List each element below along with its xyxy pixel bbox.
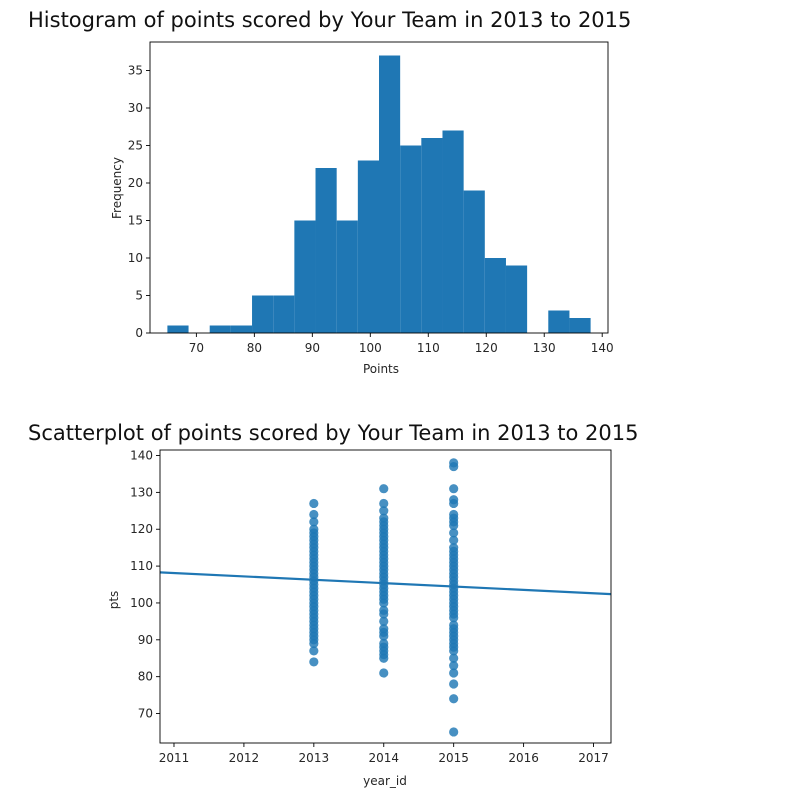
histogram-x-tick-label: 120	[475, 341, 498, 355]
histogram-y-tick-label: 10	[128, 251, 143, 265]
scatter-point	[379, 513, 389, 523]
scatter-point	[379, 484, 389, 494]
scatter-point	[449, 543, 459, 553]
histogram-bar	[463, 190, 485, 333]
histogram-bar	[315, 168, 337, 333]
histogram-bar	[442, 130, 464, 333]
scatter-point	[449, 653, 459, 663]
scatter-x-tick-label: 2012	[229, 751, 260, 765]
scatter-y-tick-label: 90	[138, 633, 153, 647]
scatter-title: Scatterplot of points scored by Your Tea…	[28, 421, 639, 445]
histogram-bar	[209, 325, 231, 333]
histogram-title: Histogram of points scored by Your Team …	[28, 8, 632, 32]
scatter-point	[449, 679, 459, 689]
histogram-bar	[421, 138, 443, 333]
scatter-y-tick-label: 130	[130, 485, 153, 499]
scatter-y-label: pts	[107, 591, 121, 610]
scatter-point	[309, 498, 319, 509]
histogram-y-tick-label: 30	[128, 101, 143, 115]
scatter-point	[379, 616, 389, 626]
scatter-x-tick-label: 2016	[508, 751, 539, 765]
scatter-point	[379, 506, 389, 516]
scatter-point	[309, 657, 319, 667]
histogram-bar	[167, 325, 189, 333]
histogram-bar	[230, 325, 253, 333]
histogram-y-tick-label: 15	[128, 214, 143, 228]
histogram-y-tick-label: 20	[128, 176, 143, 190]
histogram-x-tick-label: 100	[359, 341, 382, 355]
scatter-point	[309, 517, 319, 527]
scatter-y-tick-label: 140	[130, 449, 153, 463]
scatter-y-tick-label: 100	[130, 596, 153, 610]
scatter-x-ticks: 2011 2012 2013 2014 2015 2016 2017	[159, 743, 609, 765]
histogram-y-ticks: 0 5 10 15 20 25 30 35	[128, 64, 150, 340]
scatter-point	[449, 668, 459, 678]
scatter-x-tick-label: 2014	[368, 751, 399, 765]
scatter-point	[449, 458, 459, 468]
scatter-point	[309, 509, 319, 520]
histogram-y-tick-label: 35	[128, 64, 143, 78]
scatter-y-tick-label: 110	[130, 559, 153, 573]
scatter-x-tick-label: 2017	[578, 751, 609, 765]
histogram-bar	[336, 220, 358, 333]
scatter-point	[309, 524, 319, 534]
scatter-y-tick-label: 70	[138, 707, 153, 721]
scatter-point	[449, 535, 459, 545]
scatter-point	[379, 624, 389, 634]
scatter-chart: 2011 2012 2013 2014 2015 2016 2017 70 80 90 100 11…	[107, 449, 612, 788]
histogram-x-tick-label: 130	[533, 341, 556, 355]
scatter-x-tick-label: 2011	[159, 751, 190, 765]
scatter-point	[379, 638, 389, 649]
scatter-point	[449, 727, 459, 737]
histogram-y-label: Frequency	[110, 157, 124, 219]
scatter-point	[379, 668, 389, 678]
histogram-y-tick-label: 5	[135, 289, 143, 303]
regression-line	[159, 571, 612, 596]
histogram-x-label: Points	[363, 362, 399, 376]
scatter-x-tick-label: 2015	[438, 751, 469, 765]
scatter-point	[449, 620, 459, 630]
histogram-bar	[569, 318, 591, 333]
scatter-point	[449, 661, 459, 671]
histogram-bar	[548, 310, 570, 333]
scatter-x-label: year_id	[363, 774, 407, 788]
histogram-bar	[505, 265, 528, 333]
histogram-x-tick-label: 140	[591, 341, 614, 355]
histogram-frame	[149, 41, 609, 334]
histogram-bar	[294, 220, 316, 333]
scatter-point	[379, 498, 389, 509]
histogram-x-tick-label: 70	[189, 341, 204, 355]
scatter-point	[449, 694, 459, 704]
histogram-bar	[357, 160, 379, 333]
scatter-point	[449, 484, 459, 494]
histogram-x-tick-label: 80	[247, 341, 262, 355]
histogram-bar	[273, 295, 295, 333]
histogram-bar	[379, 55, 401, 333]
scatter-frame	[159, 449, 612, 744]
scatter-point	[449, 509, 459, 520]
histogram-bar	[252, 295, 274, 333]
scatter-y-ticks: 70 80 90 100 110 120 130 140	[130, 449, 160, 721]
scatter-point	[379, 605, 389, 615]
scatter-x-tick-label: 2013	[299, 751, 330, 765]
histogram-x-tick-label: 90	[305, 341, 320, 355]
histogram-x-ticks: 70 80 90 100 110 120 130 140	[189, 333, 614, 355]
histogram-bars	[167, 55, 591, 333]
histogram-chart: 70 80 90 100 110 120 130 140 0 5 10 15 20 25 30 35 Poi…	[110, 41, 614, 376]
scatter-y-tick-label: 80	[138, 670, 153, 684]
histogram-x-tick-label: 110	[417, 341, 440, 355]
scatter-point	[449, 495, 459, 505]
scatter-y-tick-label: 120	[130, 522, 153, 536]
scatter-points	[309, 458, 459, 737]
histogram-bar	[484, 258, 506, 333]
scatter-point	[449, 528, 459, 538]
histogram-bar	[400, 145, 422, 333]
histogram-y-tick-label: 0	[135, 326, 143, 340]
histogram-y-tick-label: 25	[128, 139, 143, 153]
scatter-point	[309, 646, 319, 656]
